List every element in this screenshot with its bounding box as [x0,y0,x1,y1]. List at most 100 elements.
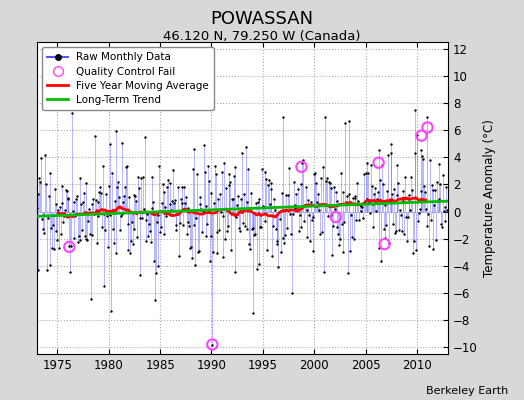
Point [293,204,301,210]
Point [413,132,421,138]
Point [365,199,374,206]
Point [206,233,215,240]
Point [228,196,236,202]
Point [111,198,119,205]
Point [434,196,443,202]
Point [190,146,199,152]
Point [421,189,429,195]
Point [379,181,387,187]
Point [394,180,402,186]
Point [253,266,261,272]
Point [322,178,331,184]
Point [54,206,62,213]
Point [417,147,425,154]
Point [236,209,245,215]
Point [126,250,134,256]
Point [150,257,158,264]
Point [162,213,170,220]
Point [50,245,58,252]
Point [405,195,413,202]
Point [315,201,324,207]
Point [157,224,165,230]
Point [45,193,53,200]
Y-axis label: Temperature Anomaly (°C): Temperature Anomaly (°C) [483,119,496,277]
Point [97,190,105,196]
Point [279,114,288,120]
Point [139,206,148,212]
Point [138,214,146,221]
Point [170,197,179,204]
Point [380,235,389,242]
Point [89,196,97,202]
Point [62,188,71,194]
Point [117,140,126,146]
Point [158,200,166,206]
Point [330,184,338,190]
Point [46,170,54,176]
Point [40,230,49,236]
Point [205,178,213,184]
Point [159,189,168,195]
Point [222,185,230,191]
Point [213,229,222,235]
Point [350,236,358,242]
Point [332,223,341,230]
Point [97,223,106,230]
Point [154,263,162,270]
Point [180,184,188,190]
Point [50,186,59,192]
Point [345,191,354,198]
Point [39,212,48,218]
Point [125,194,134,200]
Point [155,162,163,169]
Point [166,180,174,186]
Point [343,193,351,200]
Point [386,198,394,204]
Point [410,107,419,114]
Point [112,250,121,257]
Point [223,227,231,234]
Point [67,243,75,249]
Point [38,226,47,232]
Point [177,196,185,202]
Point [194,248,203,254]
Point [319,164,327,171]
Point [419,156,428,162]
Point [78,227,86,233]
Point [235,225,243,231]
Point [158,180,167,187]
Point [104,244,112,250]
Point [363,196,372,202]
Point [77,201,85,207]
Point [243,198,252,205]
Point [60,212,68,219]
Point [139,174,147,180]
Point [92,197,100,203]
Point [160,231,169,237]
Point [38,216,46,223]
Point [312,180,320,186]
Point [165,201,173,208]
Point [396,207,404,213]
Point [374,189,382,196]
Point [134,174,142,180]
Point [257,224,265,230]
Point [410,238,418,245]
Point [398,188,407,194]
Point [313,199,321,206]
Point [375,160,383,166]
Point [344,270,352,276]
Point [231,164,239,171]
Point [65,244,73,250]
Point [372,208,380,214]
Point [93,213,102,220]
Point [379,226,388,232]
Point [269,223,277,229]
Point [274,241,282,247]
Point [274,264,282,270]
Point [141,216,150,223]
Point [140,134,149,140]
Point [156,228,164,235]
Point [272,238,281,244]
Point [275,208,283,215]
